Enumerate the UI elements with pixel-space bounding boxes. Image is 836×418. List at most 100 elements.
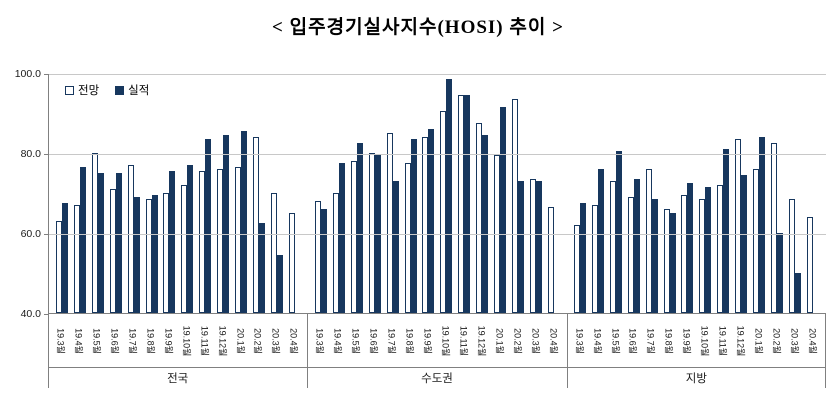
- y-axis-tick-label: 100.0: [14, 68, 41, 80]
- month-slot: [607, 74, 625, 313]
- forecast-bar: [753, 169, 760, 313]
- forecast-bar: [512, 99, 519, 313]
- x-axis-month-label-text: 19.7월: [386, 327, 397, 354]
- x-axis-month-label-text: 19.9월: [163, 327, 174, 354]
- x-axis-month-label-text: 19.4월: [73, 327, 84, 354]
- forecast-bar: [789, 199, 796, 313]
- x-axis-month-label: 20.4월: [545, 314, 563, 367]
- x-axis-month-label: 19.10월: [437, 314, 455, 367]
- x-axis-region: 19.3월 19.4월 19.5월 19.6월 19.7월 19.8월 19.9월 19.10…: [48, 314, 826, 388]
- month-slot: [625, 74, 643, 313]
- month-slot: [214, 74, 232, 313]
- forecast-bar: [681, 195, 688, 313]
- forecast-bar: [163, 193, 170, 313]
- forecast-bar: [440, 111, 447, 313]
- x-axis-month-label-text: 20.2월: [771, 327, 782, 354]
- month-slot: [455, 74, 473, 313]
- y-axis-tick: [44, 154, 48, 155]
- x-axis-group-label-2: 지방: [685, 373, 707, 385]
- y-axis-tick: [44, 314, 48, 315]
- x-axis-month-label: 19.11월: [196, 314, 214, 367]
- group-label-row: 전국 수도권 지방: [48, 367, 826, 388]
- x-axis-month-label-text: 19.7월: [127, 327, 138, 354]
- month-slot: [527, 74, 545, 313]
- forecast-bar: [530, 179, 537, 313]
- actual-bar: [651, 199, 658, 313]
- chart-title: < 입주경기실사지수(HOSI) 추이 >: [272, 17, 564, 38]
- legend-label-actual: 실적: [128, 85, 150, 97]
- month-slot: [161, 74, 179, 313]
- actual-swatch-icon: [115, 85, 125, 95]
- x-axis-month-label-text: 20.4월: [548, 327, 559, 354]
- forecast-bar: [217, 169, 224, 313]
- month-slot: [250, 74, 268, 313]
- actual-bar: [579, 203, 586, 313]
- x-axis-month-label-text: 19.11월: [717, 325, 728, 356]
- actual-bar: [482, 135, 489, 313]
- x-axis-month-label-text: 19.10월: [181, 325, 192, 356]
- month-slot: [384, 74, 402, 313]
- forecast-bar: [109, 189, 116, 313]
- actual-bar: [115, 173, 122, 313]
- legend: 전망 실적: [65, 82, 149, 98]
- forecast-bar: [73, 205, 80, 313]
- month-slot: [330, 74, 348, 313]
- x-axis-month-label: 20.3월: [786, 314, 804, 367]
- actual-bar: [356, 143, 363, 313]
- actual-bar: [446, 79, 453, 313]
- actual-bar: [428, 129, 435, 313]
- x-axis-month-label-text: 19.11월: [199, 325, 210, 356]
- group-separator: [566, 314, 568, 388]
- x-axis-month-label: 19.3월: [311, 314, 329, 367]
- x-axis-month-label: 19.3월: [571, 314, 589, 367]
- legend-item-forecast: 전망: [65, 82, 99, 98]
- forecast-bar: [332, 193, 339, 313]
- x-axis-month-label: 19.3월: [52, 314, 70, 367]
- y-axis-tick: [44, 74, 48, 75]
- x-axis-month-label: 19.8월: [142, 314, 160, 367]
- y-axis-tick-label: 40.0: [20, 308, 41, 320]
- forecast-bar: [288, 213, 295, 313]
- bar-group-0: [49, 74, 308, 313]
- x-axis-month-label: 20.2월: [509, 314, 527, 367]
- month-slot: [125, 74, 143, 313]
- x-axis-month-label: 20.4월: [804, 314, 822, 367]
- bar-group-1: [308, 74, 567, 313]
- forecast-bar: [609, 181, 616, 313]
- forecast-bar: [806, 217, 813, 313]
- actual-bar: [241, 131, 248, 313]
- x-axis-month-label-text: 20.4월: [807, 327, 818, 354]
- actual-bar: [61, 203, 68, 313]
- actual-bar: [597, 169, 604, 313]
- forecast-bar: [699, 199, 706, 313]
- forecast-bar: [145, 199, 152, 313]
- actual-bar: [536, 181, 543, 313]
- month-slot: [750, 74, 768, 313]
- month-slot: [714, 74, 732, 313]
- forecast-bar: [573, 225, 580, 313]
- actual-bar: [705, 187, 712, 313]
- month-slot: [402, 74, 420, 313]
- x-axis-month-label: 19.8월: [660, 314, 678, 367]
- forecast-bar: [91, 153, 98, 313]
- forecast-bar: [127, 165, 134, 313]
- forecast-bar: [404, 163, 411, 313]
- forecast-bar: [181, 185, 188, 313]
- legend-label-forecast: 전망: [78, 85, 100, 97]
- month-label-group-2: 19.3월 19.4월 19.5월 19.6월 19.7월 19.8월 19.9월 19.10…: [567, 314, 826, 367]
- month-label-group-0: 19.3월 19.4월 19.5월 19.6월 19.7월 19.8월 19.9월 19.10…: [48, 314, 307, 367]
- actual-bar: [133, 197, 140, 313]
- month-slot: [89, 74, 107, 313]
- x-axis-month-label-text: 19.4월: [592, 327, 603, 354]
- month-slot: [804, 74, 822, 313]
- x-axis-month-label: 19.12월: [473, 314, 491, 367]
- month-slot: [348, 74, 366, 313]
- x-axis-month-label: 20.2월: [768, 314, 786, 367]
- x-axis-month-label: 19.5월: [347, 314, 365, 367]
- actual-bar: [169, 171, 176, 313]
- group-separator: [48, 314, 49, 388]
- actual-bar: [633, 179, 640, 313]
- x-axis-month-label-text: 19.5월: [350, 327, 361, 354]
- gridline: [49, 74, 826, 75]
- month-slot: [473, 74, 491, 313]
